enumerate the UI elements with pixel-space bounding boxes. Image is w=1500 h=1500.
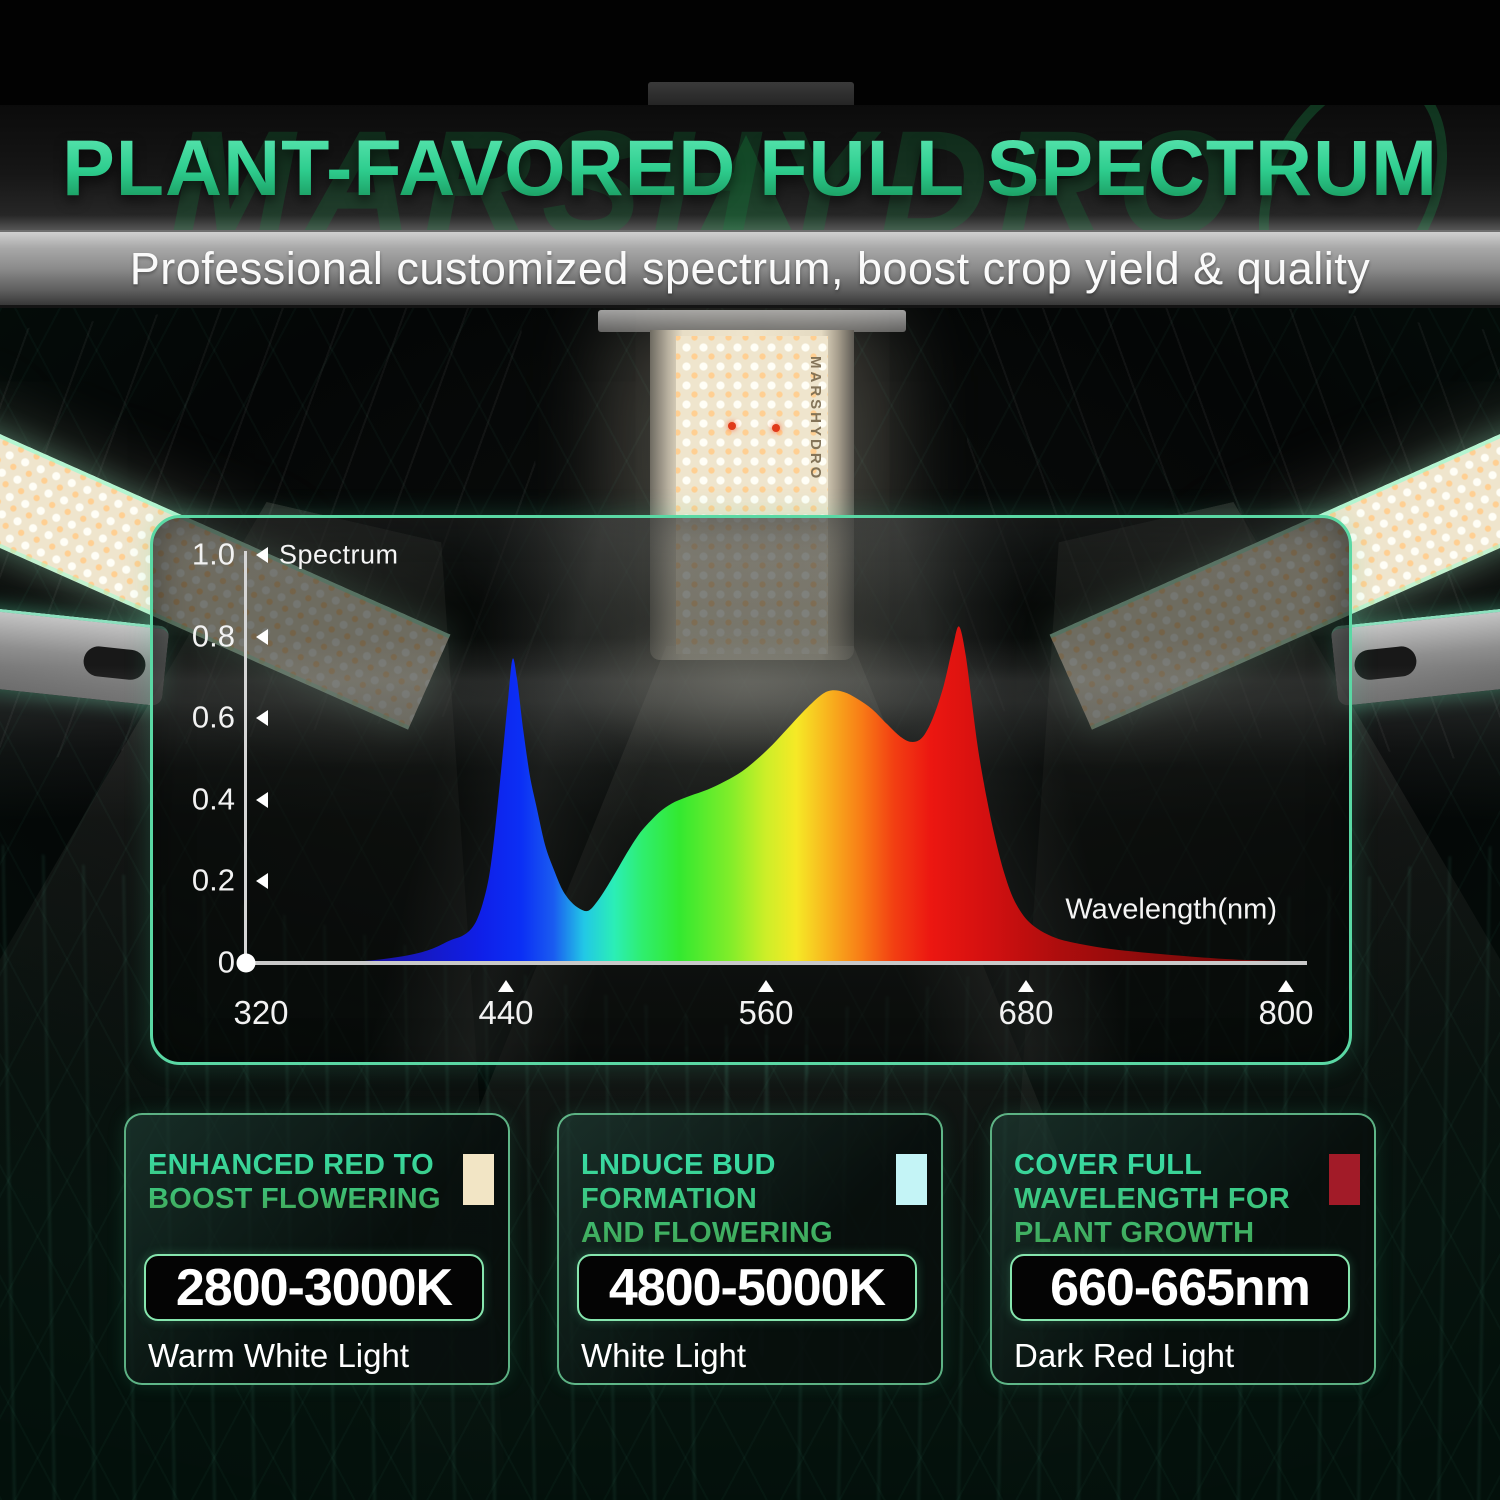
y-tick-mark bbox=[256, 710, 268, 727]
y-tick-label: 0 bbox=[217, 944, 235, 980]
info-card-warm-white: ENHANCED RED TO BOOST FLOWERING 2800-3000… bbox=[124, 1113, 510, 1385]
spectrum-curve bbox=[332, 626, 1286, 963]
ceiling-mount-plate bbox=[648, 82, 854, 108]
y-tick-mark bbox=[256, 873, 268, 890]
color-swatch bbox=[463, 1154, 494, 1205]
page-title: PLANT-FAVORED FULL SPECTRUM bbox=[0, 122, 1500, 214]
x-tick-mark bbox=[1278, 980, 1294, 992]
value-badge: 4800-5000K bbox=[577, 1254, 917, 1321]
card-label: Dark Red Light bbox=[1014, 1337, 1235, 1374]
x-tick-mark bbox=[498, 980, 514, 992]
ghost-brand-text: MARSHYDRO bbox=[170, 105, 1470, 230]
top-strip bbox=[0, 0, 1500, 108]
x-tick-mark bbox=[758, 980, 774, 992]
x-axis-line bbox=[244, 961, 1307, 965]
red-led bbox=[728, 422, 736, 430]
info-cards-row: ENHANCED RED TO BOOST FLOWERING 2800-3000… bbox=[124, 1113, 1376, 1385]
ghost-logo-layer: MARSHYDRO bbox=[0, 105, 1500, 230]
y-tick-label: 0.2 bbox=[191, 862, 235, 898]
value-badge: 660-665nm bbox=[1010, 1254, 1350, 1321]
brand-arrow-icon bbox=[700, 135, 792, 230]
y-tick-label: 0.4 bbox=[191, 781, 235, 817]
color-swatch bbox=[896, 1154, 927, 1205]
y-tick-label: 0.6 bbox=[191, 699, 235, 735]
plot-annotations: Spectrum Wavelength(nm) 0 0.2 0.4 0.6 0.8 1.0… bbox=[153, 518, 1349, 1062]
mount-bracket bbox=[598, 310, 906, 332]
value-text: 2800-3000K bbox=[175, 1258, 453, 1317]
x-tick-label: 320 bbox=[233, 994, 289, 1031]
fixture-brand-text: MARSHYDRO bbox=[807, 356, 824, 481]
value-badge: 2800-3000K bbox=[144, 1254, 484, 1321]
x-axis-title: Wavelength(nm) bbox=[1065, 893, 1277, 926]
subtitle-band: Professional customized spectrum, boost … bbox=[0, 230, 1500, 308]
card-title: LNDUCE BUD FORMATION AND FLOWERING bbox=[581, 1149, 833, 1249]
title-band: MARSHYDRO PLANT-FAVORED FULL SPECTRUM bbox=[0, 105, 1500, 230]
x-tick-label: 800 bbox=[1258, 994, 1314, 1031]
x-tick-label: 680 bbox=[998, 994, 1054, 1031]
y-tick-mark bbox=[256, 791, 268, 808]
spectrum-area-chart bbox=[332, 626, 1286, 963]
origin-dot bbox=[236, 953, 256, 973]
card-label: White Light bbox=[581, 1337, 747, 1374]
y-axis-line bbox=[244, 551, 247, 965]
card-title: COVER FULL WAVELENGTH FOR PLANT GROWTH bbox=[1014, 1149, 1290, 1249]
color-swatch bbox=[1329, 1154, 1360, 1205]
x-tick-label: 560 bbox=[738, 994, 794, 1031]
y-tick-mark bbox=[256, 547, 268, 563]
card-title: ENHANCED RED TO BOOST FLOWERING bbox=[148, 1149, 441, 1215]
value-text: 660-665nm bbox=[1050, 1258, 1311, 1317]
series-legend-label: Spectrum bbox=[279, 539, 399, 570]
x-tick-mark bbox=[1018, 980, 1034, 992]
info-card-white: LNDUCE BUD FORMATION AND FLOWERING 4800-50… bbox=[557, 1113, 943, 1385]
y-tick-label: 0.8 bbox=[191, 617, 235, 653]
y-tick-mark bbox=[256, 628, 268, 645]
value-text: 4800-5000K bbox=[608, 1258, 886, 1317]
x-tick-label: 440 bbox=[478, 994, 534, 1031]
red-led bbox=[772, 424, 780, 432]
y-tick-label: 1.0 bbox=[191, 536, 235, 572]
page-subtitle: Professional customized spectrum, boost … bbox=[129, 242, 1371, 294]
spectrum-chart-panel: Spectrum Wavelength(nm) 0 0.2 0.4 0.6 0.8 1.0… bbox=[150, 515, 1352, 1065]
card-label: Warm White Light bbox=[148, 1337, 410, 1374]
info-card-dark-red: COVER FULL WAVELENGTH FOR PLANT GROWTH 660… bbox=[990, 1113, 1376, 1385]
